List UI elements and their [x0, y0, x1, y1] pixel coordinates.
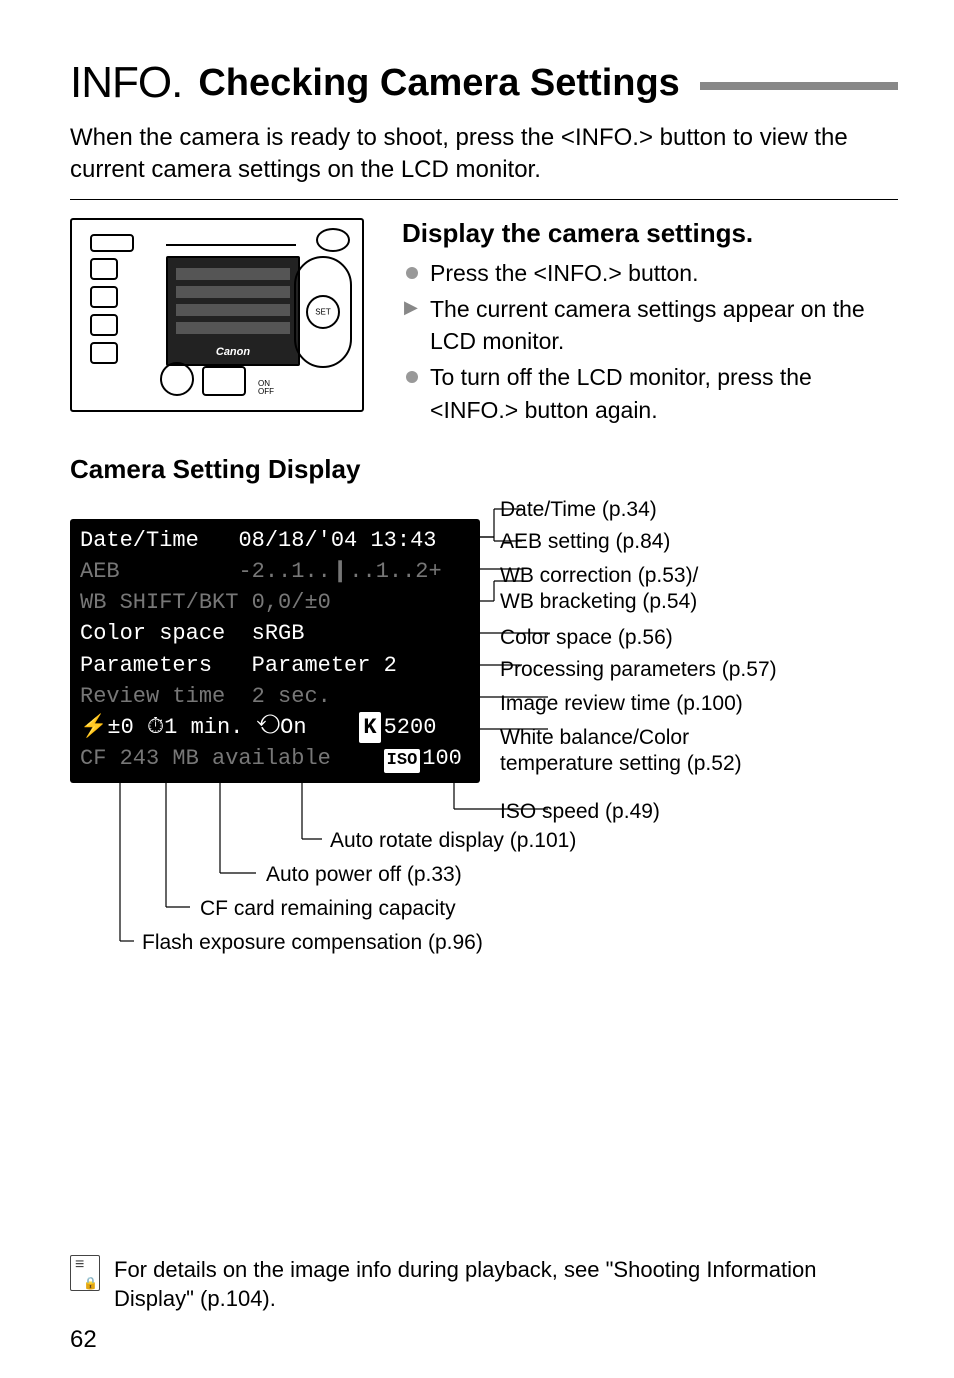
auto-rotate: ⟲On [257, 715, 307, 740]
lcd-value: -2..1..❙..1..2+ [238, 559, 441, 584]
auto-off: ⏱1 min. [147, 715, 243, 740]
lcd-value: 0,0/±0 [252, 590, 331, 615]
footnote-text: For details on the image info during pla… [114, 1255, 898, 1314]
callout: Auto power off (p.33) [266, 863, 462, 887]
t: The current camera settings appear on th… [430, 296, 865, 354]
callout: CF card remaining capacity [200, 897, 456, 921]
divider [70, 199, 898, 200]
wb-value: 5200 [384, 715, 437, 740]
lcd-label: Review time [80, 684, 225, 709]
lcd-label: Date/Time [80, 528, 199, 553]
cf-remaining: 243 [120, 746, 160, 771]
step-heading: Display the camera settings. [402, 218, 898, 249]
callout: WB bracketing (p.54) [500, 589, 697, 615]
lcd-value: Parameter 2 [252, 653, 397, 678]
t: Press the < [430, 260, 547, 286]
page-number: 62 [70, 1326, 97, 1354]
callout: Auto rotate display (p.101) [330, 829, 576, 853]
callout: Image review time (p.100) [500, 691, 743, 717]
lcd-value: 08/18/'04 13:43 [238, 528, 436, 553]
callout: White balance/Color [500, 725, 689, 751]
callout: AEB setting (p.84) [500, 529, 670, 555]
lcd-label: AEB [80, 559, 120, 584]
callout: temperature setting (p.52) [500, 751, 742, 777]
callout: Color space (p.56) [500, 625, 673, 651]
info-glyph-inline: INFO. [575, 124, 639, 151]
callout: ISO speed (p.49) [500, 799, 660, 825]
canon-logo: Canon [168, 346, 298, 358]
t: > button again. [505, 397, 658, 423]
callout: Date/Time (p.34) [500, 497, 657, 523]
step-list: Press the <INFO.> button. The current ca… [402, 257, 898, 426]
callout: WB correction (p.53)/ [500, 563, 698, 589]
note-icon [70, 1255, 100, 1291]
callout: Processing parameters (p.57) [500, 657, 777, 683]
camera-illustration: Canon SET ONOFF [70, 218, 364, 412]
wb-icon: K [359, 712, 380, 743]
lcd-value: 2 sec. [252, 684, 331, 709]
lcd-label: WB SHIFT/BKT [80, 590, 238, 615]
intro-pre: When the camera is ready to shoot, press… [70, 124, 575, 151]
iso-icon: ISO [384, 749, 421, 773]
iso-value: 100 [422, 746, 462, 771]
intro-text: When the camera is ready to shoot, press… [70, 122, 898, 187]
footnote: For details on the image info during pla… [70, 1255, 898, 1314]
lcd-label: Parameters [80, 653, 212, 678]
info-glyph-title: INFO. [70, 58, 182, 108]
cf-label: MB available [172, 746, 330, 771]
settings-diagram: Date/Time 08/18/'04 13:43 AEB -2..1..❙..… [70, 497, 898, 957]
title-bar [700, 82, 898, 90]
lcd-value: sRGB [252, 621, 305, 646]
cf-icon: CF [80, 746, 106, 771]
t: > button. [608, 260, 698, 286]
callout: Flash exposure compensation (p.96) [142, 931, 483, 955]
page-title: Checking Camera Settings [198, 62, 679, 105]
lcd-label: Color space [80, 621, 225, 646]
lcd-panel: Date/Time 08/18/'04 13:43 AEB -2..1..❙..… [70, 519, 480, 783]
flash-comp: ⚡±0 [80, 715, 134, 740]
info-glyph-inline: INFO. [547, 260, 608, 286]
info-glyph-inline: INFO. [443, 397, 504, 423]
csd-heading: Camera Setting Display [70, 454, 898, 485]
